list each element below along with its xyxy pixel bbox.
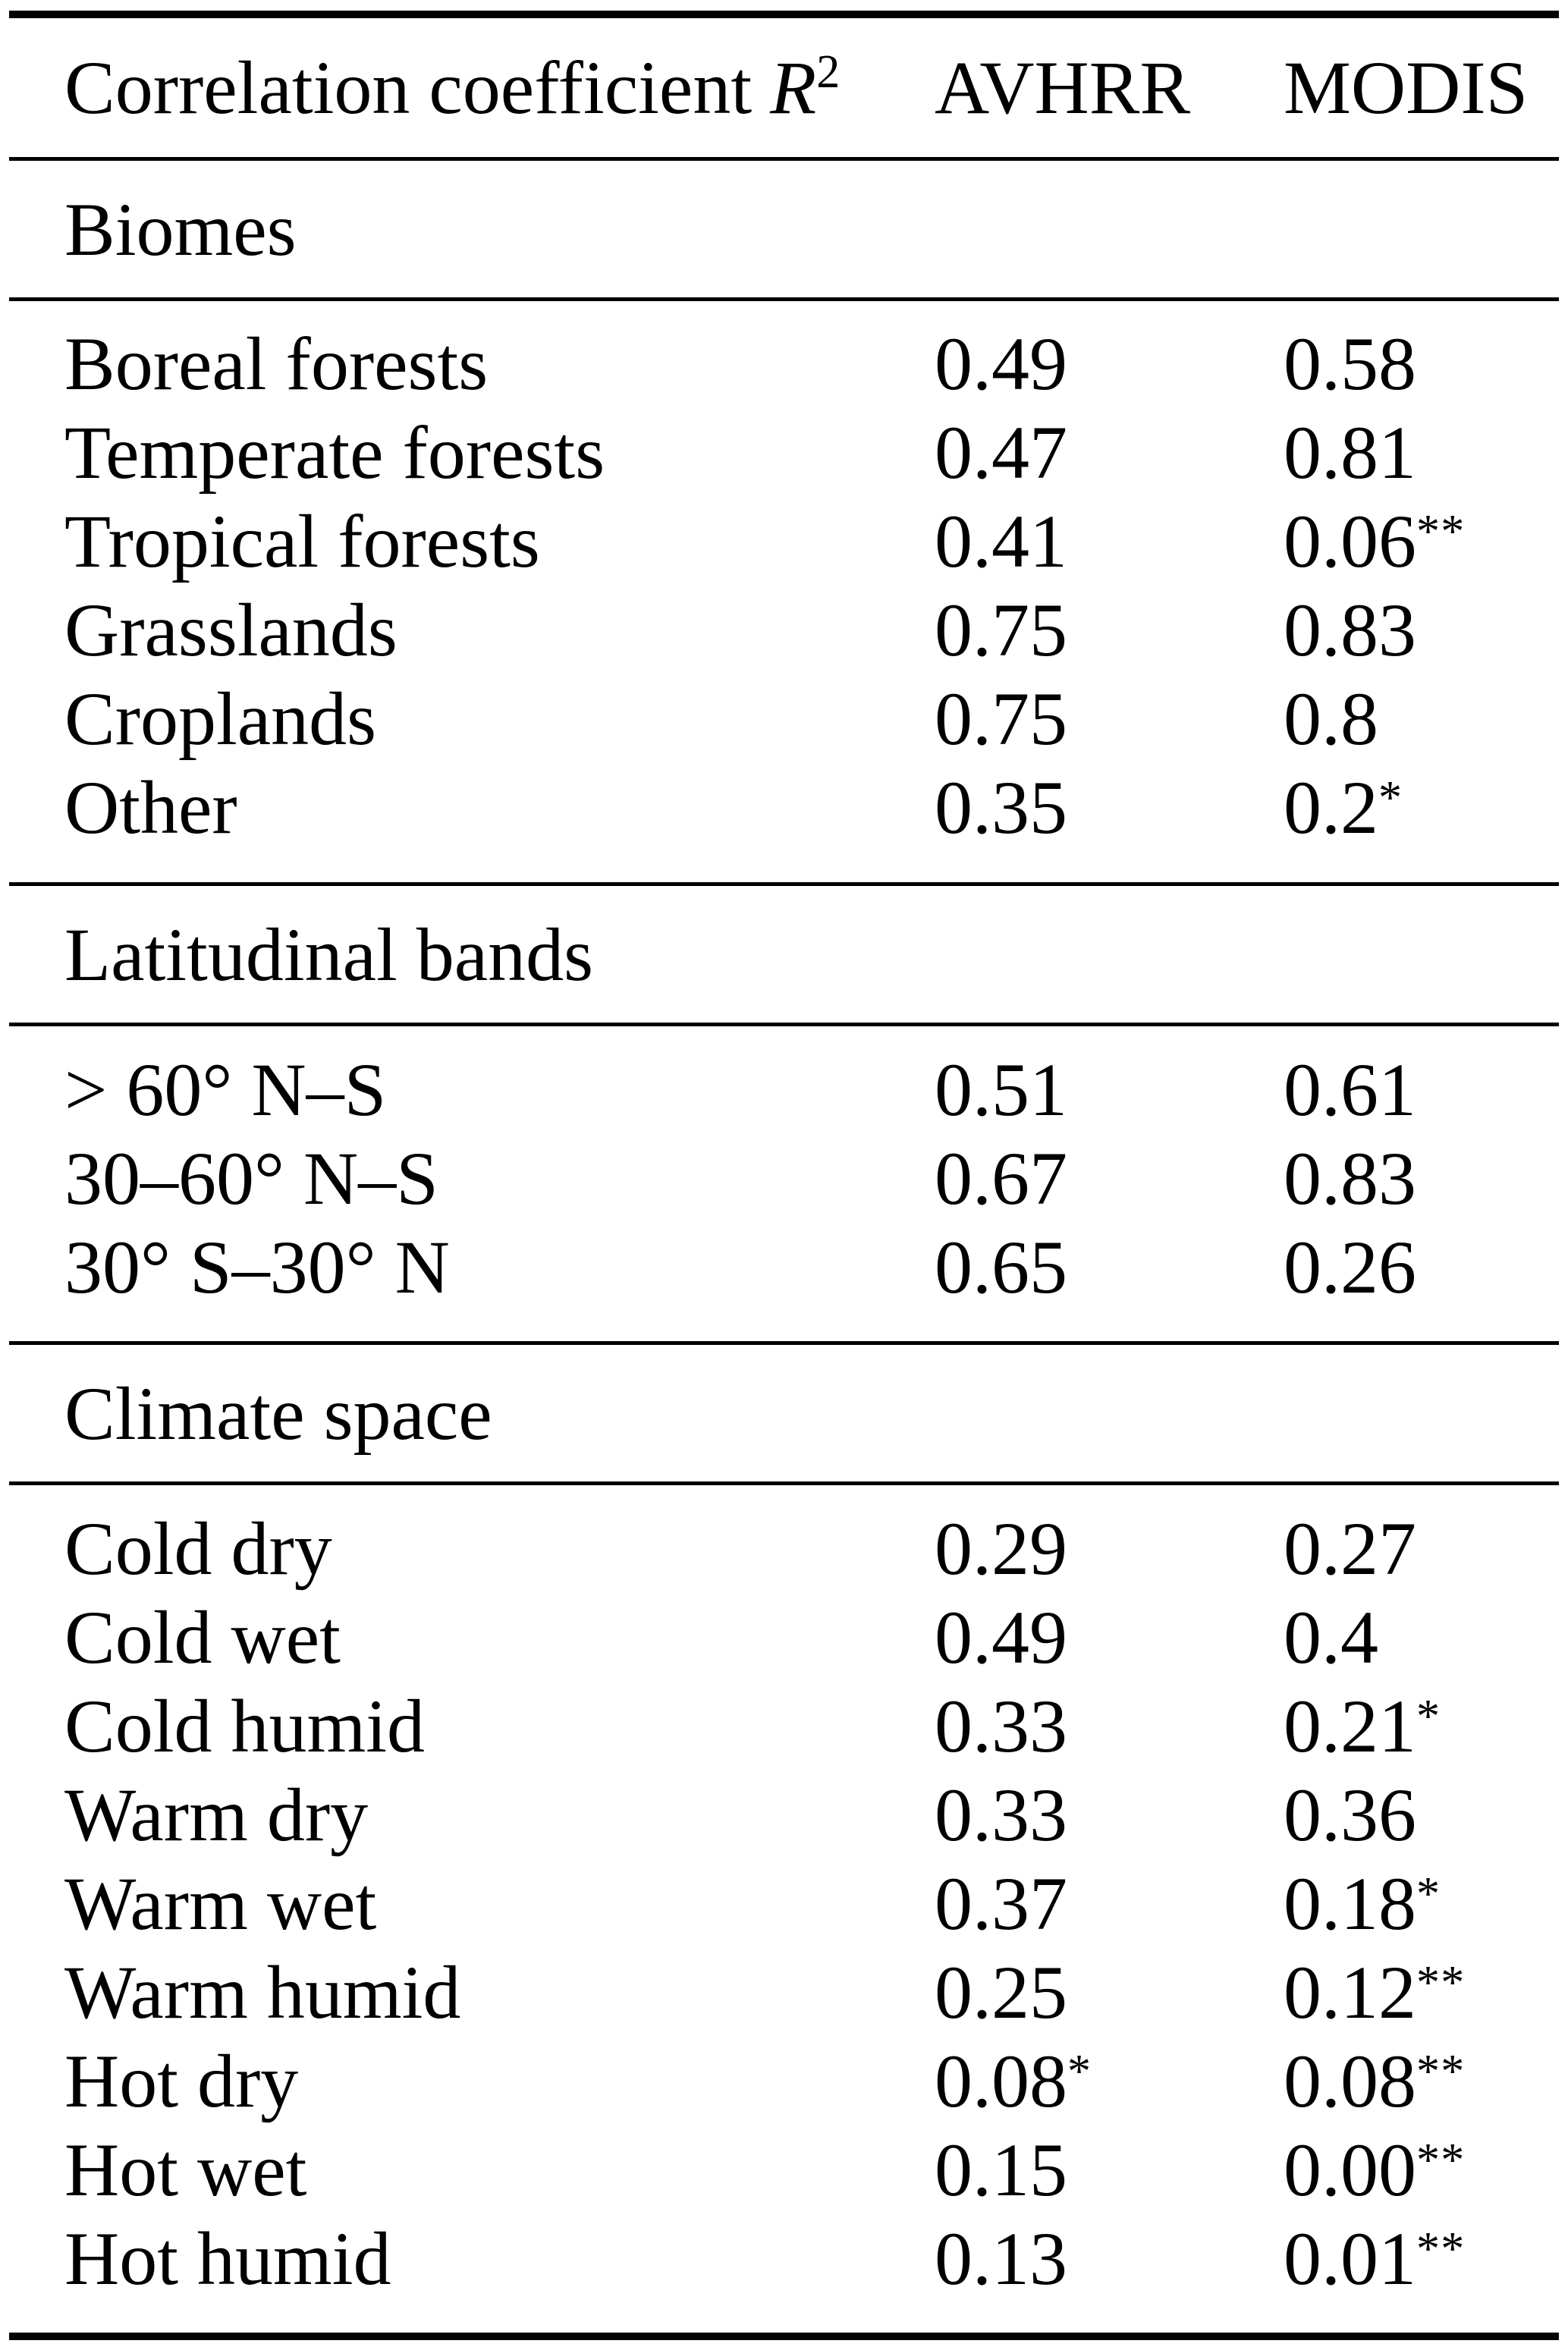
row-label: > 60° N–S [64, 1048, 387, 1132]
row-label: Other [64, 765, 237, 850]
avhrr-value: 0.37 [935, 1861, 1067, 1946]
row-label: 30–60° N–S [64, 1136, 438, 1221]
row-label: Grasslands [64, 588, 397, 672]
row-label: Temperate forests [64, 410, 605, 495]
row-label: Cold humid [64, 1684, 426, 1768]
table-row: > 60° N–S 0.51 0.61 [0, 1045, 1568, 1134]
modis-value: 0.83 [1284, 588, 1416, 672]
header-col-avhrr: AVHRR [935, 46, 1191, 130]
avhrr-value: 0.29 [935, 1506, 1067, 1591]
modis-value: 0.01** [1284, 2216, 1466, 2301]
climate-rows: Cold dry 0.29 0.27 Cold wet 0.49 0.4 Col… [0, 1485, 1568, 2333]
r-symbol: R [770, 46, 817, 130]
table-row: Other 0.35 0.2* [0, 763, 1568, 852]
modis-value: 0.27 [1284, 1506, 1416, 1591]
avhrr-value: 0.33 [935, 1773, 1067, 1857]
latitudinal-rows: > 60° N–S 0.51 0.61 30–60° N–S 0.67 0.83… [0, 1026, 1568, 1341]
table-row: Cold wet 0.49 0.4 [0, 1593, 1568, 1682]
modis-value: 0.06** [1284, 499, 1466, 583]
row-label: Warm wet [64, 1861, 377, 1946]
section-title-biomes: Biomes [0, 161, 1568, 297]
table-row: 30° S–30° N 0.65 0.26 [0, 1223, 1568, 1312]
bottom-margin [0, 2340, 1568, 2350]
section-title-text: Biomes [64, 187, 297, 272]
climate-separator-rule [9, 1481, 1559, 1485]
row-label: Hot wet [64, 2128, 307, 2212]
row-label: Tropical forests [64, 499, 540, 583]
modis-value: 0.8 [1284, 677, 1378, 761]
avhrr-value: 0.49 [935, 322, 1067, 406]
modis-value: 0.4 [1284, 1595, 1378, 1679]
avhrr-value: 0.15 [935, 2128, 1067, 2212]
table-row: Cold dry 0.29 0.27 [0, 1504, 1568, 1593]
row-label: Warm humid [64, 1950, 461, 2034]
row-label: Warm dry [64, 1773, 369, 1857]
table-row: 30–60° N–S 0.67 0.83 [0, 1134, 1568, 1223]
avhrr-value: 0.35 [935, 765, 1067, 850]
climate-top-rule [9, 1341, 1559, 1345]
header-row: Correlation coefficient R2 AVHRR MODIS [0, 18, 1568, 157]
biomes-separator-rule [9, 297, 1559, 301]
avhrr-value: 0.51 [935, 1048, 1067, 1132]
modis-value: 0.08** [1284, 2039, 1466, 2123]
table-row: Grasslands 0.75 0.83 [0, 586, 1568, 674]
avhrr-value: 0.75 [935, 588, 1067, 672]
r-exponent: 2 [816, 46, 841, 98]
table-row: Hot dry 0.08* 0.08** [0, 2037, 1568, 2125]
modis-value: 0.18* [1284, 1861, 1441, 1946]
avhrr-value: 0.25 [935, 1950, 1067, 2034]
row-label: Hot humid [64, 2216, 391, 2301]
table-row: Hot wet 0.15 0.00** [0, 2125, 1568, 2214]
bottom-rule [9, 2333, 1559, 2340]
latitudinal-separator-rule [9, 1023, 1559, 1026]
table-row: Warm dry 0.33 0.36 [0, 1770, 1568, 1859]
top-rule [9, 11, 1559, 18]
section-title-climate-space: Climate space [0, 1345, 1568, 1481]
avhrr-value: 0.49 [935, 1595, 1067, 1679]
header-label-text: Correlation coefficient [64, 46, 753, 130]
modis-value: 0.21* [1284, 1684, 1441, 1768]
avhrr-value: 0.65 [935, 1225, 1067, 1309]
section-title-text: Latitudinal bands [64, 912, 594, 997]
table-row: Hot humid 0.13 0.01** [0, 2214, 1568, 2303]
modis-value: 0.58 [1284, 322, 1416, 406]
table-row: Temperate forests 0.47 0.81 [0, 408, 1568, 497]
top-margin [0, 0, 1568, 11]
row-label: 30° S–30° N [64, 1225, 450, 1309]
avhrr-value: 0.41 [935, 499, 1067, 583]
modis-value: 0.26 [1284, 1225, 1416, 1309]
table-row: Boreal forests 0.49 0.58 [0, 319, 1568, 408]
modis-value: 0.2* [1284, 765, 1403, 850]
row-label: Cold wet [64, 1595, 341, 1679]
avhrr-value: 0.47 [935, 410, 1067, 495]
table-row: Warm wet 0.37 0.18* [0, 1859, 1568, 1948]
avhrr-value: 0.13 [935, 2216, 1067, 2301]
section-title-text: Climate space [64, 1371, 492, 1456]
avhrr-value: 0.67 [935, 1136, 1067, 1221]
header-label: Correlation coefficient R2 [0, 44, 935, 131]
section-title-latitudinal-bands: Latitudinal bands [0, 886, 1568, 1023]
row-label: Hot dry [64, 2039, 299, 2123]
modis-value: 0.61 [1284, 1048, 1416, 1132]
modis-value: 0.81 [1284, 410, 1416, 495]
row-label: Cold dry [64, 1506, 332, 1591]
table-row: Warm humid 0.25 0.12** [0, 1948, 1568, 2037]
modis-value: 0.83 [1284, 1136, 1416, 1221]
latitudinal-top-rule [9, 882, 1559, 886]
avhrr-value: 0.08* [935, 2039, 1092, 2123]
modis-value: 0.00** [1284, 2128, 1466, 2212]
modis-value: 0.36 [1284, 1773, 1416, 1857]
table-row: Croplands 0.75 0.8 [0, 674, 1568, 763]
row-label: Boreal forests [64, 322, 489, 406]
table-row: Cold humid 0.33 0.21* [0, 1682, 1568, 1770]
avhrr-value: 0.75 [935, 677, 1067, 761]
row-label: Croplands [64, 677, 377, 761]
biomes-rows: Boreal forests 0.49 0.58 Temperate fores… [0, 301, 1568, 882]
header-separator-rule [9, 157, 1559, 161]
header-col-modis: MODIS [1284, 46, 1529, 130]
table-row: Tropical forests 0.41 0.06** [0, 497, 1568, 586]
avhrr-value: 0.33 [935, 1684, 1067, 1768]
modis-value: 0.12** [1284, 1950, 1466, 2034]
